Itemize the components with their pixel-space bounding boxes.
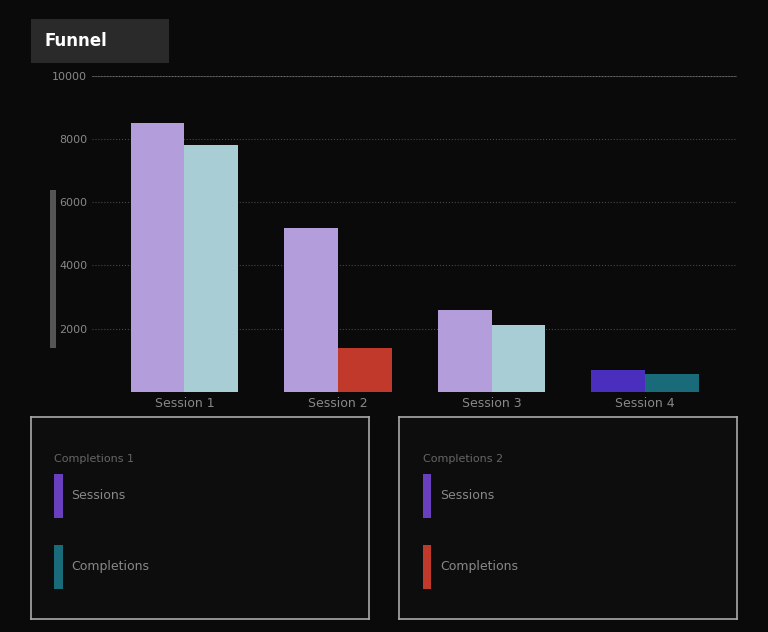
Bar bbox=[492, 325, 545, 392]
Bar bbox=[284, 228, 338, 392]
Bar bbox=[645, 374, 699, 392]
Bar bbox=[184, 145, 238, 392]
Text: Completions: Completions bbox=[71, 561, 149, 573]
Text: Funnel: Funnel bbox=[45, 32, 108, 50]
Bar bbox=[438, 310, 492, 392]
Bar bbox=[338, 348, 392, 392]
Text: Sessions: Sessions bbox=[440, 490, 494, 502]
Text: Completions: Completions bbox=[440, 561, 518, 573]
Text: Completions 2: Completions 2 bbox=[423, 454, 503, 463]
Bar bbox=[55, 474, 63, 518]
Bar bbox=[55, 545, 63, 589]
Bar bbox=[131, 123, 184, 392]
Text: Completions 1: Completions 1 bbox=[55, 454, 134, 463]
Bar bbox=[423, 545, 432, 589]
Bar bbox=[423, 474, 432, 518]
Text: Sessions: Sessions bbox=[71, 490, 125, 502]
Bar bbox=[591, 370, 645, 392]
